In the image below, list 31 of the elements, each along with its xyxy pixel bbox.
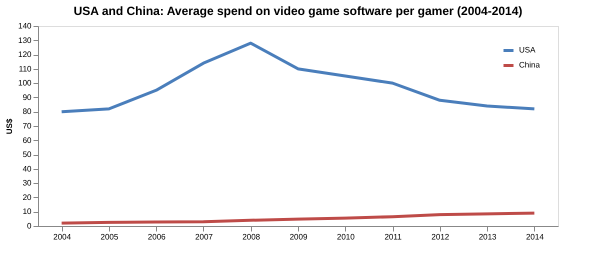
legend-label: China — [519, 60, 540, 70]
x-tick-label: 2008 — [242, 232, 261, 242]
chart-title: USA and China: Average spend on video game software per gamer (2004-2014) — [74, 4, 522, 18]
x-tick-label: 2004 — [53, 232, 72, 242]
y-tick-label: 100 — [18, 78, 32, 88]
y-tick-label: 70 — [22, 122, 32, 130]
y-tick-label: 140 — [18, 22, 32, 30]
y-tick-label: 10 — [22, 207, 32, 216]
x-tick-label: 2012 — [431, 232, 450, 242]
y-tick-label: 120 — [18, 50, 32, 60]
y-tick-label: 50 — [22, 150, 32, 160]
y-tick-label: 90 — [22, 92, 32, 102]
x-tick-label: 2006 — [148, 232, 166, 242]
x-tick-label: 2014 — [526, 232, 544, 242]
x-tick-label: 2013 — [478, 232, 498, 242]
x-tick-label: 2007 — [195, 232, 214, 242]
x-tick-label: 2005 — [100, 232, 119, 242]
x-tick-label: 2009 — [290, 232, 308, 242]
legend-label: USA — [519, 46, 536, 54]
y-tick-label: 30 — [22, 178, 32, 188]
x-tick-label: 2010 — [336, 232, 356, 242]
y-tick-label: 40 — [22, 164, 32, 174]
line-series — [60, 212, 536, 225]
y-tick-label: 0 — [27, 222, 32, 230]
y-tick-label: 110 — [18, 64, 32, 74]
y-tick-label: 60 — [22, 136, 32, 145]
y-tick-label: 20 — [22, 192, 32, 202]
y-axis-title: US$ — [5, 118, 14, 134]
x-tick-label: 2011 — [384, 232, 402, 242]
y-tick-label: 130 — [18, 36, 32, 45]
y-tick-label: 80 — [22, 107, 32, 116]
